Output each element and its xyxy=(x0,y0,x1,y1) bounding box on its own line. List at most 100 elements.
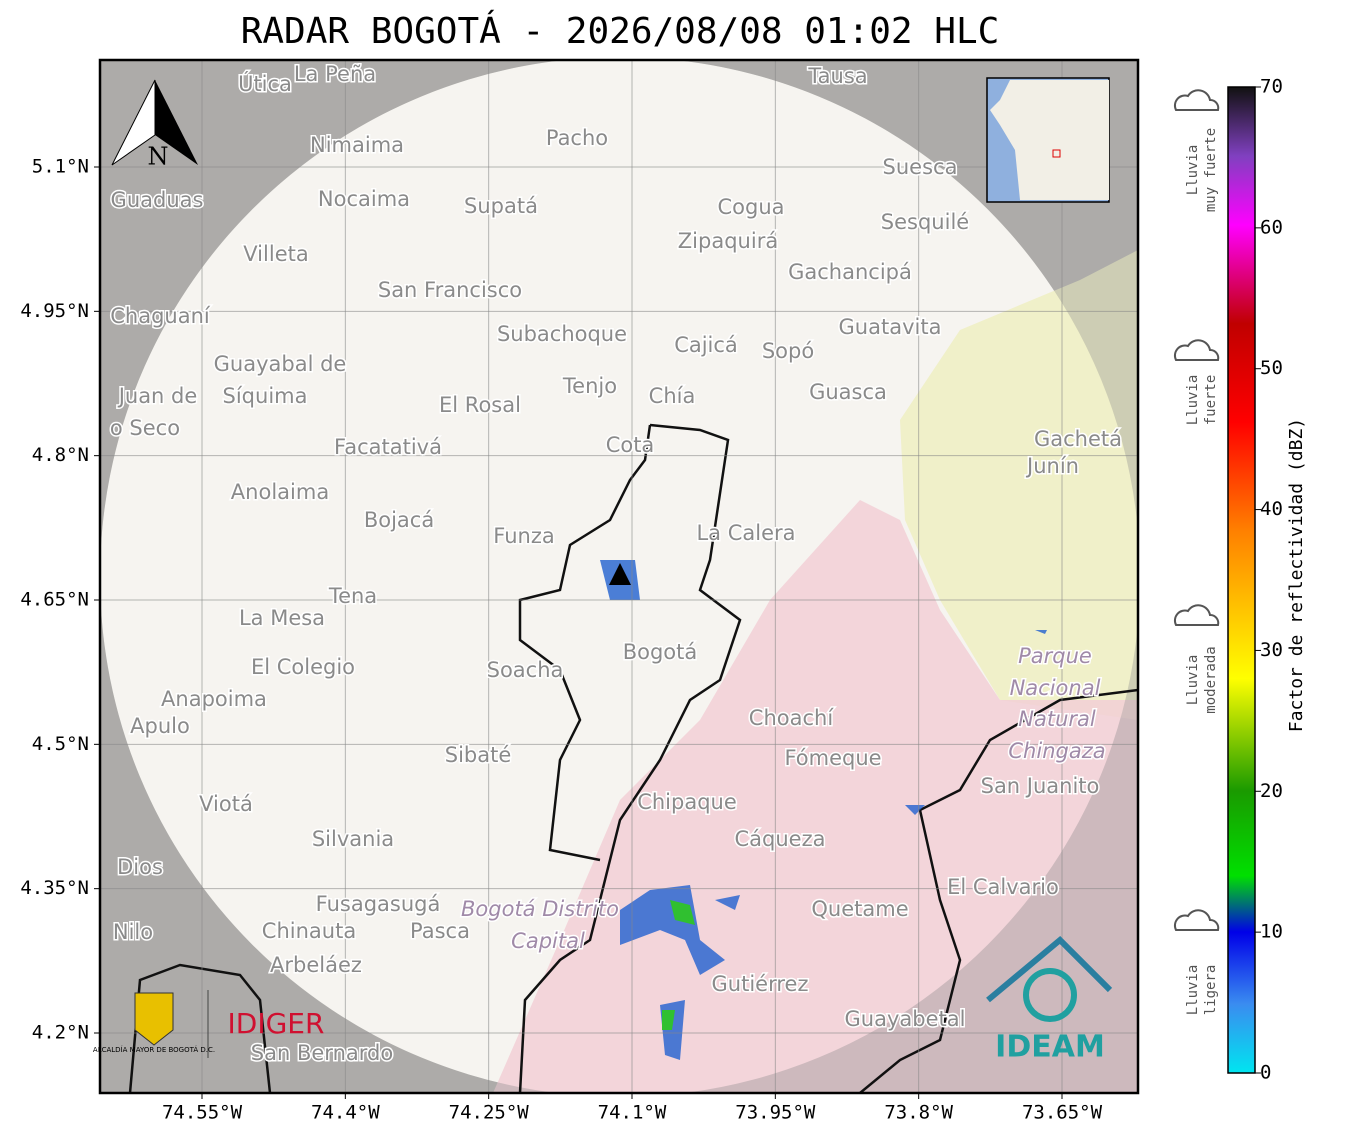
colorbar-tick-label: 60 xyxy=(1260,216,1283,238)
place-label: Nacional xyxy=(1010,676,1101,700)
alcaldia-label: ALCALDÍA MAYOR DE BOGOTÁ D.C. xyxy=(93,1045,215,1054)
place-label: Gutiérrez xyxy=(712,972,809,996)
ideam-logo: IDEAM xyxy=(995,1030,1105,1065)
place-label: Nilo xyxy=(113,920,153,944)
rain-level-label: ligera xyxy=(1203,965,1219,1016)
lon-tick-label: 73.95°W xyxy=(735,1102,816,1124)
rain-level-label: Lluvia xyxy=(1185,375,1201,426)
place-label: Apulo xyxy=(130,714,190,738)
place-label: Cota xyxy=(606,433,655,457)
place-label: Silvania xyxy=(312,827,394,851)
lat-tick-label: 5.1°N xyxy=(32,156,89,178)
place-label: San Bernardo xyxy=(251,1041,393,1065)
place-label: El Rosal xyxy=(439,393,521,417)
place-label: Suesca xyxy=(883,155,958,179)
place-label: La Calera xyxy=(696,521,795,545)
rain-icon xyxy=(1173,909,1220,931)
title: RADAR BOGOTÁ - 2026/08/08 01:02 HLC xyxy=(241,10,1000,52)
rain-icon xyxy=(1173,89,1220,111)
place-label: Parque xyxy=(1018,644,1092,668)
place-label: o Seco xyxy=(110,416,180,440)
place-label: Pasca xyxy=(410,919,470,943)
lat-tick-label: 4.2°N xyxy=(32,1022,89,1044)
place-label: El Colegio xyxy=(251,655,355,679)
place-label: San Juanito xyxy=(981,774,1100,798)
rain-level-label: Lluvia xyxy=(1185,145,1201,196)
place-label: Guayabetal xyxy=(845,1007,966,1031)
place-label: Subachoque xyxy=(497,322,627,346)
lat-tick-label: 4.95°N xyxy=(20,300,89,322)
place-label: Sibaté xyxy=(445,743,512,767)
place-label: Supatá xyxy=(464,194,538,218)
rain-level-label: Lluvia xyxy=(1185,655,1201,706)
place-label: Síquima xyxy=(223,384,308,408)
place-label: Gachancipá xyxy=(788,260,912,284)
colorbar xyxy=(1227,86,1256,1074)
place-label: Junín xyxy=(1025,454,1079,478)
colorbar-tick-label: 30 xyxy=(1260,639,1283,661)
lat-tick-label: 4.8°N xyxy=(32,444,89,466)
place-label: Dios xyxy=(117,855,163,879)
lat-tick-label: 4.35°N xyxy=(20,877,89,899)
place-label: Fusagasugá xyxy=(316,892,441,916)
rain-icon xyxy=(1173,339,1220,361)
place-label: Tausa xyxy=(807,64,867,88)
place-label: Fómeque xyxy=(784,746,881,770)
rain-level-label: fuerte xyxy=(1203,375,1219,426)
lon-tick-label: 73.65°W xyxy=(1022,1102,1103,1124)
place-label: Sesquilé xyxy=(881,210,969,234)
place-label: Chipaque xyxy=(637,790,737,814)
place-label: Viotá xyxy=(199,792,253,816)
place-label: Nocaima xyxy=(318,187,410,211)
place-label: Bogotá xyxy=(623,640,698,664)
place-label: La Peña xyxy=(294,62,376,86)
rain-level-label: muy fuerte xyxy=(1203,128,1219,212)
rain-level-label: moderada xyxy=(1203,646,1219,713)
ideam-swirl xyxy=(1023,968,1077,1022)
place-label: Anolaima xyxy=(231,480,329,504)
place-label: Tena xyxy=(328,584,377,608)
rain-level-label: Lluvia xyxy=(1185,965,1201,1016)
place-label: Villeta xyxy=(243,242,308,266)
place-label: Guaduas xyxy=(111,188,204,212)
north-arrow xyxy=(155,80,198,165)
north-label: N xyxy=(148,143,169,171)
place-label: Pacho xyxy=(546,126,608,150)
place-label: Guasca xyxy=(809,380,887,404)
place-label: Sopó xyxy=(762,339,814,363)
place-label: Natural xyxy=(1018,707,1096,731)
idiger-logo: IDIGER xyxy=(228,1007,325,1040)
colorbar-tick-label: 20 xyxy=(1260,780,1283,802)
place-label: Cajicá xyxy=(674,333,738,357)
place-label: Cáqueza xyxy=(735,827,826,851)
place-label: Chingaza xyxy=(1008,739,1105,763)
place-label: Zipaquirá xyxy=(678,229,778,253)
colorbar-tick-label: 50 xyxy=(1260,357,1283,379)
place-label: La Mesa xyxy=(239,606,325,630)
place-label: Gachetá xyxy=(1034,427,1122,451)
place-label: El Calvario xyxy=(947,875,1059,899)
place-label: Funza xyxy=(493,524,554,548)
place-label: Facatativá xyxy=(334,435,442,459)
place-label: Tenjo xyxy=(562,374,617,398)
alcaldia-shield xyxy=(134,992,174,1046)
lon-tick-label: 74.4°W xyxy=(311,1102,380,1124)
colorbar-tick-label: 40 xyxy=(1260,498,1283,520)
place-label: Guayabal de xyxy=(214,352,347,376)
place-label: Guatavita xyxy=(839,315,942,339)
place-label: Cogua xyxy=(717,195,784,219)
place-label: Nimaima xyxy=(310,133,404,157)
place-label: Choachí xyxy=(749,706,835,730)
place-label: Bojacá xyxy=(364,508,434,532)
place-label: Útica xyxy=(238,71,292,96)
locator-land xyxy=(990,80,1109,200)
place-label: Bogotá Distrito xyxy=(461,897,619,921)
place-label: Chaguaní xyxy=(110,304,211,328)
lat-tick-label: 4.65°N xyxy=(20,589,89,611)
lon-tick-label: 73.8°W xyxy=(884,1102,953,1124)
lon-tick-label: 74.1°W xyxy=(598,1102,667,1124)
map: Útica La Peña Tausa Pacho Nimaima Guaduas Noca… xyxy=(100,60,1138,1093)
place-label: Soacha xyxy=(487,658,564,682)
place-label: Chía xyxy=(649,384,696,408)
